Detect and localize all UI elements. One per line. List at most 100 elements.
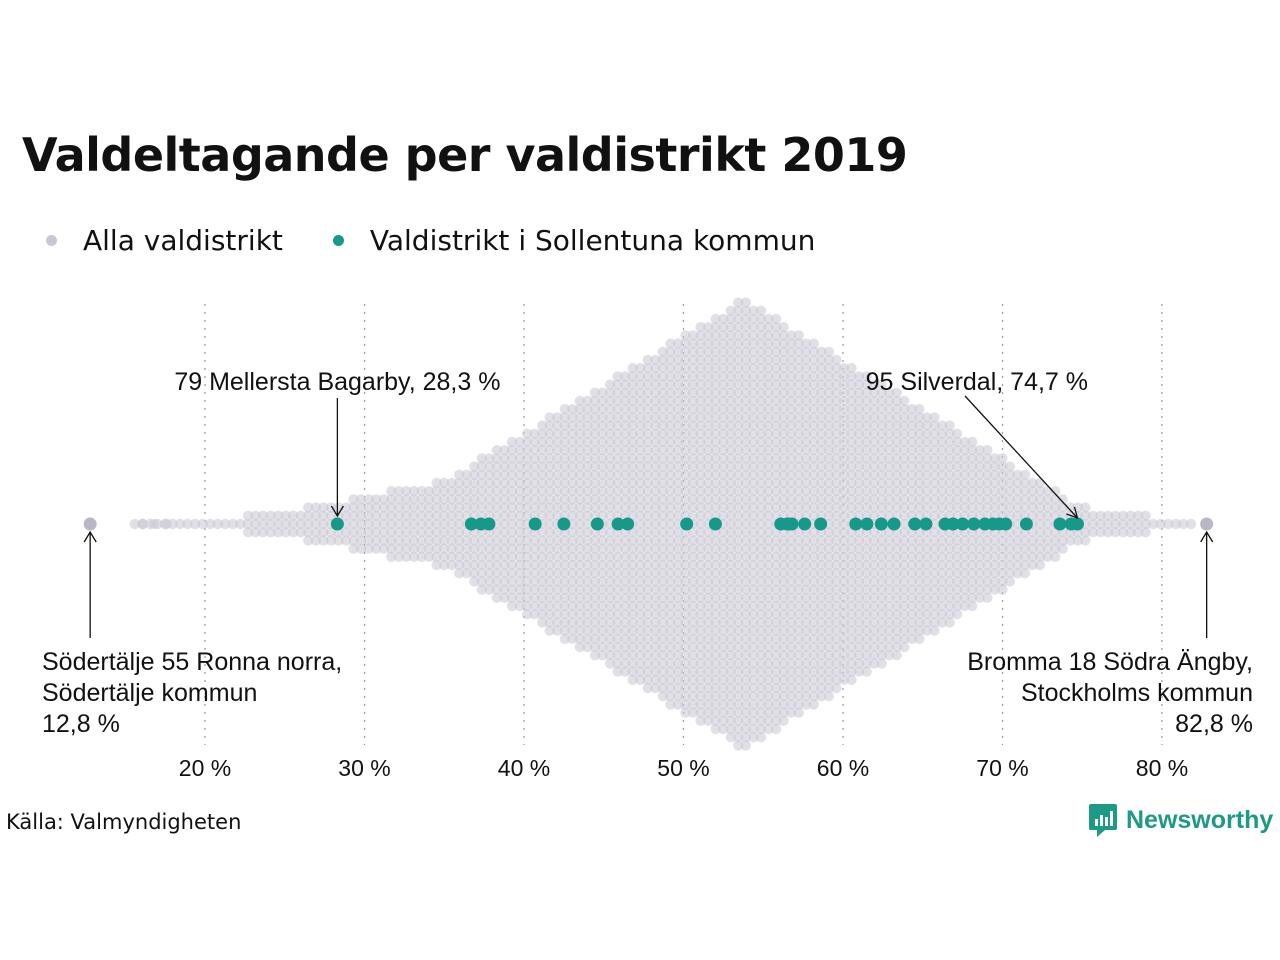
district-point	[567, 412, 578, 423]
district-point	[876, 445, 887, 456]
district-point	[755, 404, 767, 415]
district-point	[808, 633, 819, 644]
district-point	[476, 486, 487, 497]
district-point	[740, 551, 752, 562]
district-point	[657, 691, 669, 702]
district-point	[559, 576, 570, 587]
district-point	[921, 461, 933, 472]
district-point	[944, 469, 955, 480]
district-point	[1034, 486, 1046, 497]
district-point	[763, 510, 774, 521]
district-point	[770, 559, 782, 571]
district-point	[604, 510, 616, 521]
district-point	[770, 723, 782, 735]
district-point	[876, 584, 887, 595]
district-point	[537, 551, 548, 562]
district-point	[1034, 543, 1046, 554]
sollentuna-point	[557, 517, 571, 531]
district-point	[514, 584, 525, 595]
district-point	[672, 502, 684, 513]
district-point	[695, 674, 706, 685]
district-point	[748, 682, 759, 694]
district-point	[725, 395, 736, 407]
district-point	[280, 518, 291, 530]
x-tick-label: 20 %	[179, 755, 231, 781]
district-point	[891, 477, 902, 489]
district-point	[476, 535, 487, 546]
district-point	[672, 338, 684, 349]
district-point	[808, 617, 819, 628]
district-point	[273, 510, 284, 521]
district-point	[642, 527, 653, 538]
district-point	[725, 543, 736, 554]
district-point	[770, 445, 782, 456]
district-point	[687, 674, 699, 685]
district-point	[748, 633, 759, 644]
district-point	[770, 469, 782, 480]
district-point	[899, 633, 910, 644]
district-point	[936, 436, 948, 448]
district-point	[899, 461, 910, 472]
district-point	[620, 609, 631, 620]
district-point	[951, 436, 963, 448]
district-point	[823, 502, 835, 513]
annotation-label: Bromma 18 Södra Ängby,	[967, 648, 1253, 676]
district-point	[778, 338, 789, 349]
district-point	[982, 486, 993, 497]
district-point	[718, 674, 729, 685]
district-point	[793, 527, 804, 538]
district-point	[740, 305, 752, 316]
district-point	[929, 469, 940, 480]
district-point	[318, 527, 329, 538]
district-point	[740, 658, 752, 669]
district-point	[423, 527, 435, 538]
district-point	[582, 494, 593, 505]
district-point	[989, 559, 1000, 571]
district-point	[853, 617, 865, 628]
district-point	[846, 658, 857, 669]
district-point	[665, 576, 676, 587]
district-point	[710, 346, 721, 357]
district-point	[665, 395, 676, 407]
district-point	[1042, 502, 1053, 513]
district-point	[438, 527, 450, 538]
district-point	[929, 502, 940, 513]
district-point	[921, 568, 933, 579]
district-point	[989, 477, 1000, 489]
district-point	[808, 691, 819, 702]
district-point	[853, 486, 865, 497]
district-point	[936, 469, 948, 480]
district-point	[868, 387, 880, 398]
district-point	[303, 527, 314, 538]
district-point	[770, 420, 782, 431]
district-point	[831, 559, 842, 571]
district-point	[582, 641, 593, 653]
district-point	[544, 625, 555, 636]
district-point	[680, 395, 691, 407]
district-point	[868, 625, 880, 636]
district-point	[476, 469, 487, 480]
district-point	[438, 551, 450, 562]
district-point	[770, 379, 782, 390]
district-point	[997, 502, 1008, 513]
district-point	[740, 584, 752, 595]
district-point	[770, 609, 782, 620]
district-point	[1117, 518, 1129, 530]
district-point	[967, 543, 978, 554]
district-point	[808, 477, 819, 489]
district-point	[695, 445, 706, 456]
district-point	[725, 469, 736, 480]
district-point	[982, 551, 993, 562]
district-point	[914, 453, 925, 464]
district-point	[899, 404, 910, 415]
district-point	[355, 543, 367, 554]
district-point	[816, 559, 827, 571]
district-point	[868, 551, 880, 562]
district-point	[491, 494, 503, 505]
sollentuna-point	[919, 517, 933, 531]
district-point	[853, 461, 865, 472]
district-point	[589, 453, 601, 464]
district-point	[454, 469, 465, 480]
district-point	[921, 412, 933, 423]
district-point	[778, 707, 789, 718]
